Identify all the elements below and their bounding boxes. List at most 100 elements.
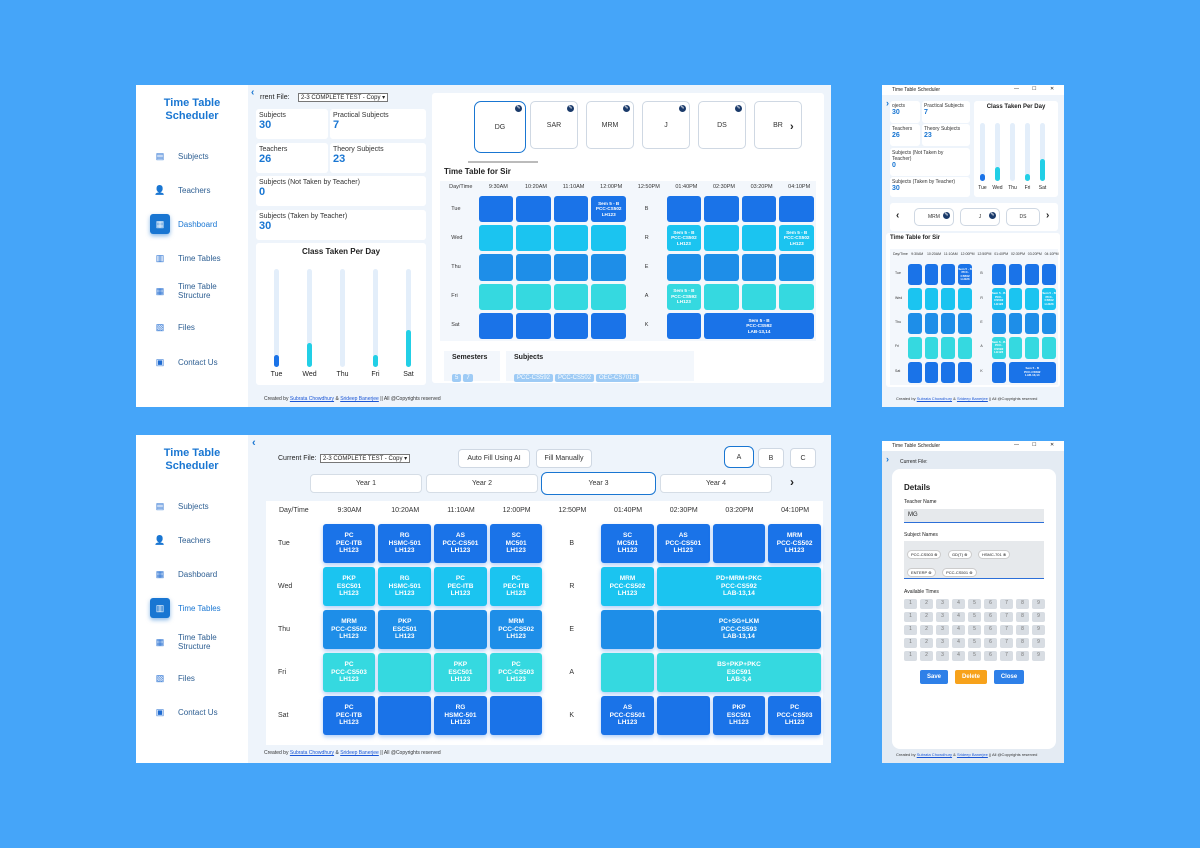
timetable-cell[interactable] [489, 696, 543, 735]
window-minimize[interactable]: — [1014, 86, 1019, 92]
time-slot[interactable]: 1 [904, 651, 917, 661]
save-button[interactable]: Save [920, 670, 948, 684]
timetable-cell[interactable] [591, 225, 626, 252]
teacher-card-j[interactable]: J ✎ [642, 101, 690, 149]
timetable-cell[interactable] [601, 653, 654, 692]
teacher-card-br[interactable]: BR [754, 101, 802, 149]
timetable-cell[interactable] [741, 196, 777, 223]
timetable-cell[interactable] [553, 254, 589, 281]
timetable-cell[interactable] [991, 361, 1006, 383]
teacher-card[interactable]: DS [1006, 208, 1040, 226]
timetable-cell[interactable] [666, 312, 702, 339]
edit-icon[interactable]: ✎ [515, 105, 522, 112]
nav-time-tables[interactable]: ▥ Time Tables [150, 598, 221, 618]
timetable-cell[interactable]: Sem 5 - B PCC-CS592 LAB-13,14 [1008, 361, 1056, 383]
timetable-cell[interactable] [741, 225, 777, 252]
time-slot[interactable]: 1 [904, 612, 917, 622]
nav-time-tables[interactable]: ▥ Time Tables [152, 250, 221, 266]
timetable-cell[interactable] [958, 312, 972, 335]
time-slot[interactable]: 4 [952, 599, 965, 609]
time-slot[interactable]: 7 [1000, 638, 1013, 648]
timetable-cell[interactable]: PC+SG+LKM PCC-CS593 LAB-13,14 [656, 610, 821, 649]
nav-contact[interactable]: ▣ Contact Us [152, 704, 218, 720]
timetable-cell[interactable] [991, 312, 1006, 335]
file-select[interactable]: 2-3 COMPLETE TEST - Copy ▾ [298, 93, 389, 102]
window-close[interactable]: ✕ [1050, 442, 1055, 448]
timetable-cell[interactable]: Sem 5 - B PCC-CS502 LH123 [779, 225, 814, 252]
nav-teachers[interactable]: 👤 Teachers [152, 182, 210, 198]
timetable-cell[interactable] [553, 225, 589, 252]
time-slot[interactable]: 9 [1032, 638, 1045, 648]
timetable-cell[interactable] [1008, 337, 1023, 359]
timetable-cell[interactable]: AS PCC-CS501 LH123 [601, 696, 654, 735]
timetable-cell[interactable]: PD+MRM+PKC PCC-CS592 LAB-13,14 [656, 567, 821, 606]
time-slot[interactable]: 1 [904, 599, 917, 609]
timetable-cell[interactable] [434, 610, 487, 649]
edit-icon[interactable]: ✎ [679, 105, 686, 112]
timetable-cell[interactable]: PC PCC-CS503 LH123 [768, 696, 821, 735]
timetable-cell[interactable] [1025, 312, 1040, 335]
collapse-icon[interactable]: ‹ [252, 437, 256, 449]
year-3-tab[interactable]: Year 3 [541, 472, 656, 495]
time-slot[interactable]: 9 [1032, 625, 1045, 635]
nav-files[interactable]: ▧ Files [152, 670, 195, 686]
timetable-cell[interactable] [478, 254, 514, 281]
time-slot[interactable]: 6 [984, 612, 997, 622]
timetable-cell[interactable]: Sem 5 - B PCC-CS592 LH123 [666, 283, 702, 310]
timetable-cell[interactable] [924, 264, 939, 286]
time-slot[interactable]: 1 [904, 638, 917, 648]
expand-icon[interactable]: › [886, 98, 889, 108]
timetable-cell[interactable] [1042, 312, 1056, 335]
window-maximize[interactable]: ☐ [1032, 86, 1037, 92]
timetable-cell[interactable] [907, 337, 922, 359]
section-c-button[interactable]: C [790, 448, 816, 468]
timetable-cell[interactable] [553, 312, 589, 339]
window-maximize[interactable]: ☐ [1032, 442, 1037, 448]
timetable-cell[interactable]: PKP ESC501 LH123 [434, 653, 487, 692]
timetable-cell[interactable] [516, 283, 551, 310]
timetable-cell[interactable] [924, 361, 939, 383]
nav-teachers[interactable]: 👤 Teachers [152, 532, 210, 548]
expand-icon[interactable]: › [886, 454, 889, 464]
timetable-cell[interactable]: SC MC501 LH123 [601, 524, 654, 563]
timetable-cell[interactable] [941, 264, 956, 286]
subject-chip[interactable]: PCC-CS503 ⊗ [907, 550, 942, 559]
timetable-cell[interactable] [1008, 288, 1023, 310]
collapse-icon[interactable]: ‹ [251, 87, 255, 98]
timetable-cell[interactable]: Sem 5 - B PCC-CS592 LH123 [991, 337, 1006, 359]
teacher-card[interactable]: J ✎ [960, 208, 1000, 226]
timetable-cell[interactable] [478, 225, 514, 252]
timetable-cell[interactable] [779, 254, 814, 281]
subject-chip[interactable]: HSMC-701 ⊗ [977, 550, 1011, 559]
prev-icon[interactable]: ‹ [896, 210, 900, 221]
timetable-cell[interactable] [516, 254, 551, 281]
timetable-cell[interactable] [924, 337, 939, 359]
timetable-cell[interactable]: MRM PCC-CS502 LH123 [768, 524, 821, 563]
timetable-cell[interactable]: MRM PCC-CS502 LH123 [601, 567, 654, 606]
timetable-cell[interactable] [958, 288, 972, 310]
time-slot[interactable]: 7 [1000, 625, 1013, 635]
timetable-cell[interactable]: Sem 5 - B PCC-CS502 LH123 [991, 288, 1006, 310]
time-slot[interactable]: 8 [1016, 612, 1029, 622]
timetable-cell[interactable] [516, 312, 551, 339]
subject-names-input[interactable]: PCC-CS503 ⊗ GD(T) ⊗ HSMC-701 ⊗ ENTERP ⊗ … [904, 541, 1044, 579]
teacher-name-input[interactable]: MG [904, 509, 1044, 523]
time-slot[interactable]: 7 [1000, 612, 1013, 622]
carousel-scrollbar[interactable] [468, 161, 538, 163]
timetable-cell[interactable] [1042, 264, 1056, 286]
timetable-cell[interactable] [1042, 337, 1056, 359]
nav-files[interactable]: ▧ Files [152, 319, 195, 335]
timetable-cell[interactable] [704, 254, 739, 281]
timetable-cell[interactable]: Sem 5 - B PCC-CS592 LAB-13,14 [704, 312, 814, 339]
nav-dashboard[interactable]: ▦ Dashboard [152, 566, 217, 582]
timetable-cell[interactable] [924, 312, 939, 335]
teacher-card-dg[interactable]: DG ✎ [474, 101, 526, 153]
time-slot[interactable]: 5 [968, 625, 981, 635]
timetable-cell[interactable] [712, 524, 766, 563]
section-a-button[interactable]: A [724, 446, 754, 468]
teacher-card-sar[interactable]: SAR ✎ [530, 101, 578, 149]
timetable-cell[interactable] [601, 610, 654, 649]
time-slot[interactable]: 5 [968, 651, 981, 661]
close-button[interactable]: Close [994, 670, 1024, 684]
timetable-cell[interactable] [704, 283, 739, 310]
